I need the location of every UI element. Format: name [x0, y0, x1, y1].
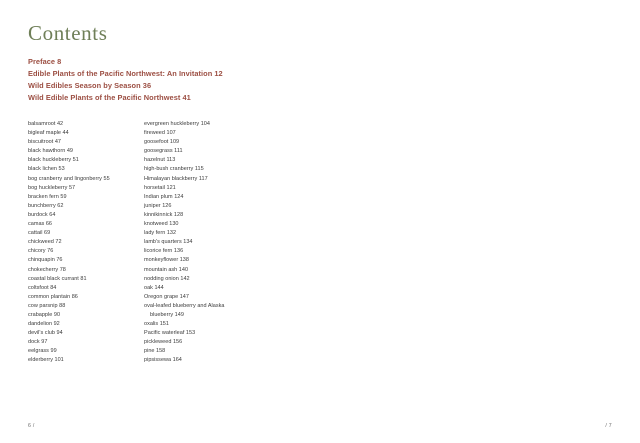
left-page: Contents Preface 8 Edible Plants of the … [28, 21, 308, 429]
toc-entry-season-by-season[interactable]: Wild Edibles Season by Season 36 [28, 81, 152, 91]
list-item[interactable]: lamb's quarters 134 [144, 239, 193, 246]
list-item[interactable]: dandelion 92 [28, 321, 60, 328]
list-item[interactable]: monkeyflower 138 [144, 257, 189, 264]
list-item[interactable]: kinnikinnick 128 [144, 211, 184, 218]
list-item[interactable]: coltsfoot 84 [28, 284, 57, 291]
list-item[interactable]: camas 66 [28, 221, 53, 228]
list-item[interactable]: high-bush cranberry 115 [144, 166, 204, 173]
list-item[interactable]: bog cranberry and lingonberry 55 [28, 175, 110, 182]
list-item[interactable]: mountain ash 140 [144, 266, 189, 273]
list-item[interactable]: bunchberry 62 [28, 202, 64, 209]
list-item[interactable]: common plantain 86 [28, 293, 78, 300]
toc-entry-preface[interactable]: Preface 8 [28, 57, 62, 66]
list-item[interactable]: hazelnut 113 [144, 157, 176, 164]
plant-list-column-2: evergreen huckleberry 104 fireweed 107 g… [144, 120, 270, 366]
list-item[interactable]: bog huckleberry 57 [28, 184, 76, 191]
folio-right: / 7 [605, 423, 612, 429]
list-item-line-1: oval-leafed blueberry and Alaska [144, 302, 225, 309]
list-item[interactable]: cow parsnip 88 [28, 302, 66, 309]
list-item[interactable]: elderberry 101 [28, 357, 64, 364]
plant-list-column-1: balsamroot 42 bigleaf maple 44 biscuitro… [28, 120, 138, 366]
list-item[interactable]: dock 97 [28, 339, 48, 346]
list-item[interactable]: goosegrass 111 [144, 148, 183, 155]
list-item[interactable]: eelgrass 99 [28, 348, 57, 355]
list-item[interactable]: crabapple 90 [28, 311, 61, 318]
page-title: Contents [28, 21, 108, 45]
list-item[interactable]: pipsissewa 164 [144, 357, 182, 364]
right-page: prickly currant 166 red currant 168 red … [320, 0, 640, 443]
list-item[interactable]: chickweed 72 [28, 239, 62, 246]
list-item[interactable]: fireweed 107 [144, 130, 176, 137]
list-item[interactable]: lady fern 132 [144, 230, 177, 237]
list-item[interactable]: Himalayan blackberry 117 [144, 175, 208, 182]
list-item[interactable]: horsetail 121 [144, 184, 176, 191]
list-item[interactable]: devil's club 94 [28, 330, 63, 337]
list-item[interactable]: oxalis 151 [144, 321, 169, 328]
list-item[interactable]: Oregon grape 147 [144, 293, 189, 300]
list-item[interactable]: nodding onion 142 [144, 275, 190, 282]
list-item[interactable]: evergreen huckleberry 104 [144, 121, 210, 127]
list-item[interactable]: burdock 64 [28, 211, 56, 218]
list-item[interactable]: biscuitroot 47 [28, 139, 61, 146]
folio-left: 6 / [28, 423, 35, 429]
list-item[interactable]: juniper 126 [144, 202, 172, 209]
list-item[interactable]: black huckleberry 51 [28, 157, 79, 164]
toc-entry-invitation[interactable]: Edible Plants of the Pacific Northwest: … [28, 69, 223, 79]
list-item[interactable]: chicory 76 [28, 248, 54, 255]
list-item[interactable]: cattail 69 [28, 230, 51, 237]
list-item[interactable]: Indian plum 124 [144, 193, 184, 200]
list-item[interactable]: balsamroot 42 [28, 121, 64, 127]
list-item[interactable]: black lichen 53 [28, 166, 65, 173]
list-item[interactable]: pickleweed 156 [144, 339, 183, 346]
list-item[interactable]: bigleaf maple 44 [28, 130, 69, 137]
list-item[interactable]: knotweed 130 [144, 221, 179, 228]
list-item[interactable]: Pacific waterleaf 153 [144, 330, 196, 337]
list-item[interactable]: chokecherry 78 [28, 266, 66, 273]
list-item[interactable]: goosefoot 109 [144, 139, 180, 146]
list-item-oval-leafed-blueberry[interactable]: oval-leafed blueberry and Alaska blueber… [144, 302, 270, 320]
list-item[interactable]: pine 158 [144, 348, 166, 355]
toc-entry-wild-edible-plants[interactable]: Wild Edible Plants of the Pacific Northw… [28, 93, 191, 103]
list-item-line-2: blueberry 149 [150, 311, 184, 318]
list-item[interactable]: black hawthorn 49 [28, 148, 73, 155]
list-item[interactable]: chinquapin 76 [28, 257, 63, 264]
list-item[interactable]: licorice fern 136 [144, 248, 184, 255]
list-item[interactable]: coastal black currant 81 [28, 275, 87, 282]
list-item[interactable]: oak 144 [144, 284, 164, 291]
list-item[interactable]: bracken fern 59 [28, 193, 67, 200]
front-matter-list: Preface 8 Edible Plants of the Pacific N… [28, 56, 308, 104]
